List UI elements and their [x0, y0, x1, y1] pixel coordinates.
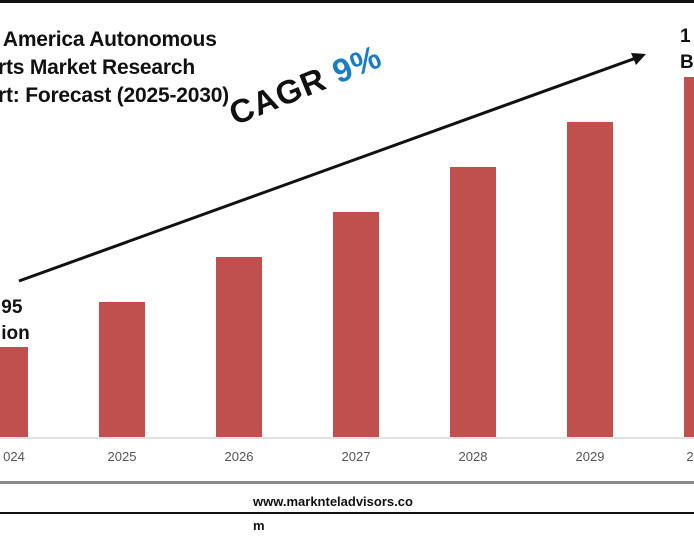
x-tick-2029: 2029 — [575, 449, 605, 464]
bar-2026 — [216, 257, 262, 437]
bar-2027 — [333, 212, 379, 437]
chart-title: America Autonomous rts Market Research r… — [0, 28, 229, 107]
start-value-label: .95 lion — [0, 297, 30, 344]
growth-arrow-icon — [18, 53, 646, 283]
bar-2030 — [684, 77, 694, 437]
bottom-border — [0, 512, 694, 514]
bar-2029 — [567, 122, 613, 437]
x-tick-2025: 2025 — [107, 449, 137, 464]
x-axis-line — [0, 437, 694, 439]
bar-2024 — [0, 347, 28, 437]
top-border — [0, 0, 694, 3]
bar-2025 — [99, 302, 145, 437]
chart-frame-bottom — [0, 481, 694, 484]
x-tick-2026: 2026 — [224, 449, 254, 464]
x-tick-2024: 024 — [3, 449, 25, 464]
end-value-label: 1 Bi — [680, 26, 694, 73]
x-tick-2030: 2 — [686, 449, 694, 464]
source-url: www.marknteladvisors.co m — [253, 494, 413, 533]
x-tick-2028: 2028 — [458, 449, 488, 464]
x-tick-2027: 2027 — [341, 449, 371, 464]
bar-2028 — [450, 167, 496, 437]
